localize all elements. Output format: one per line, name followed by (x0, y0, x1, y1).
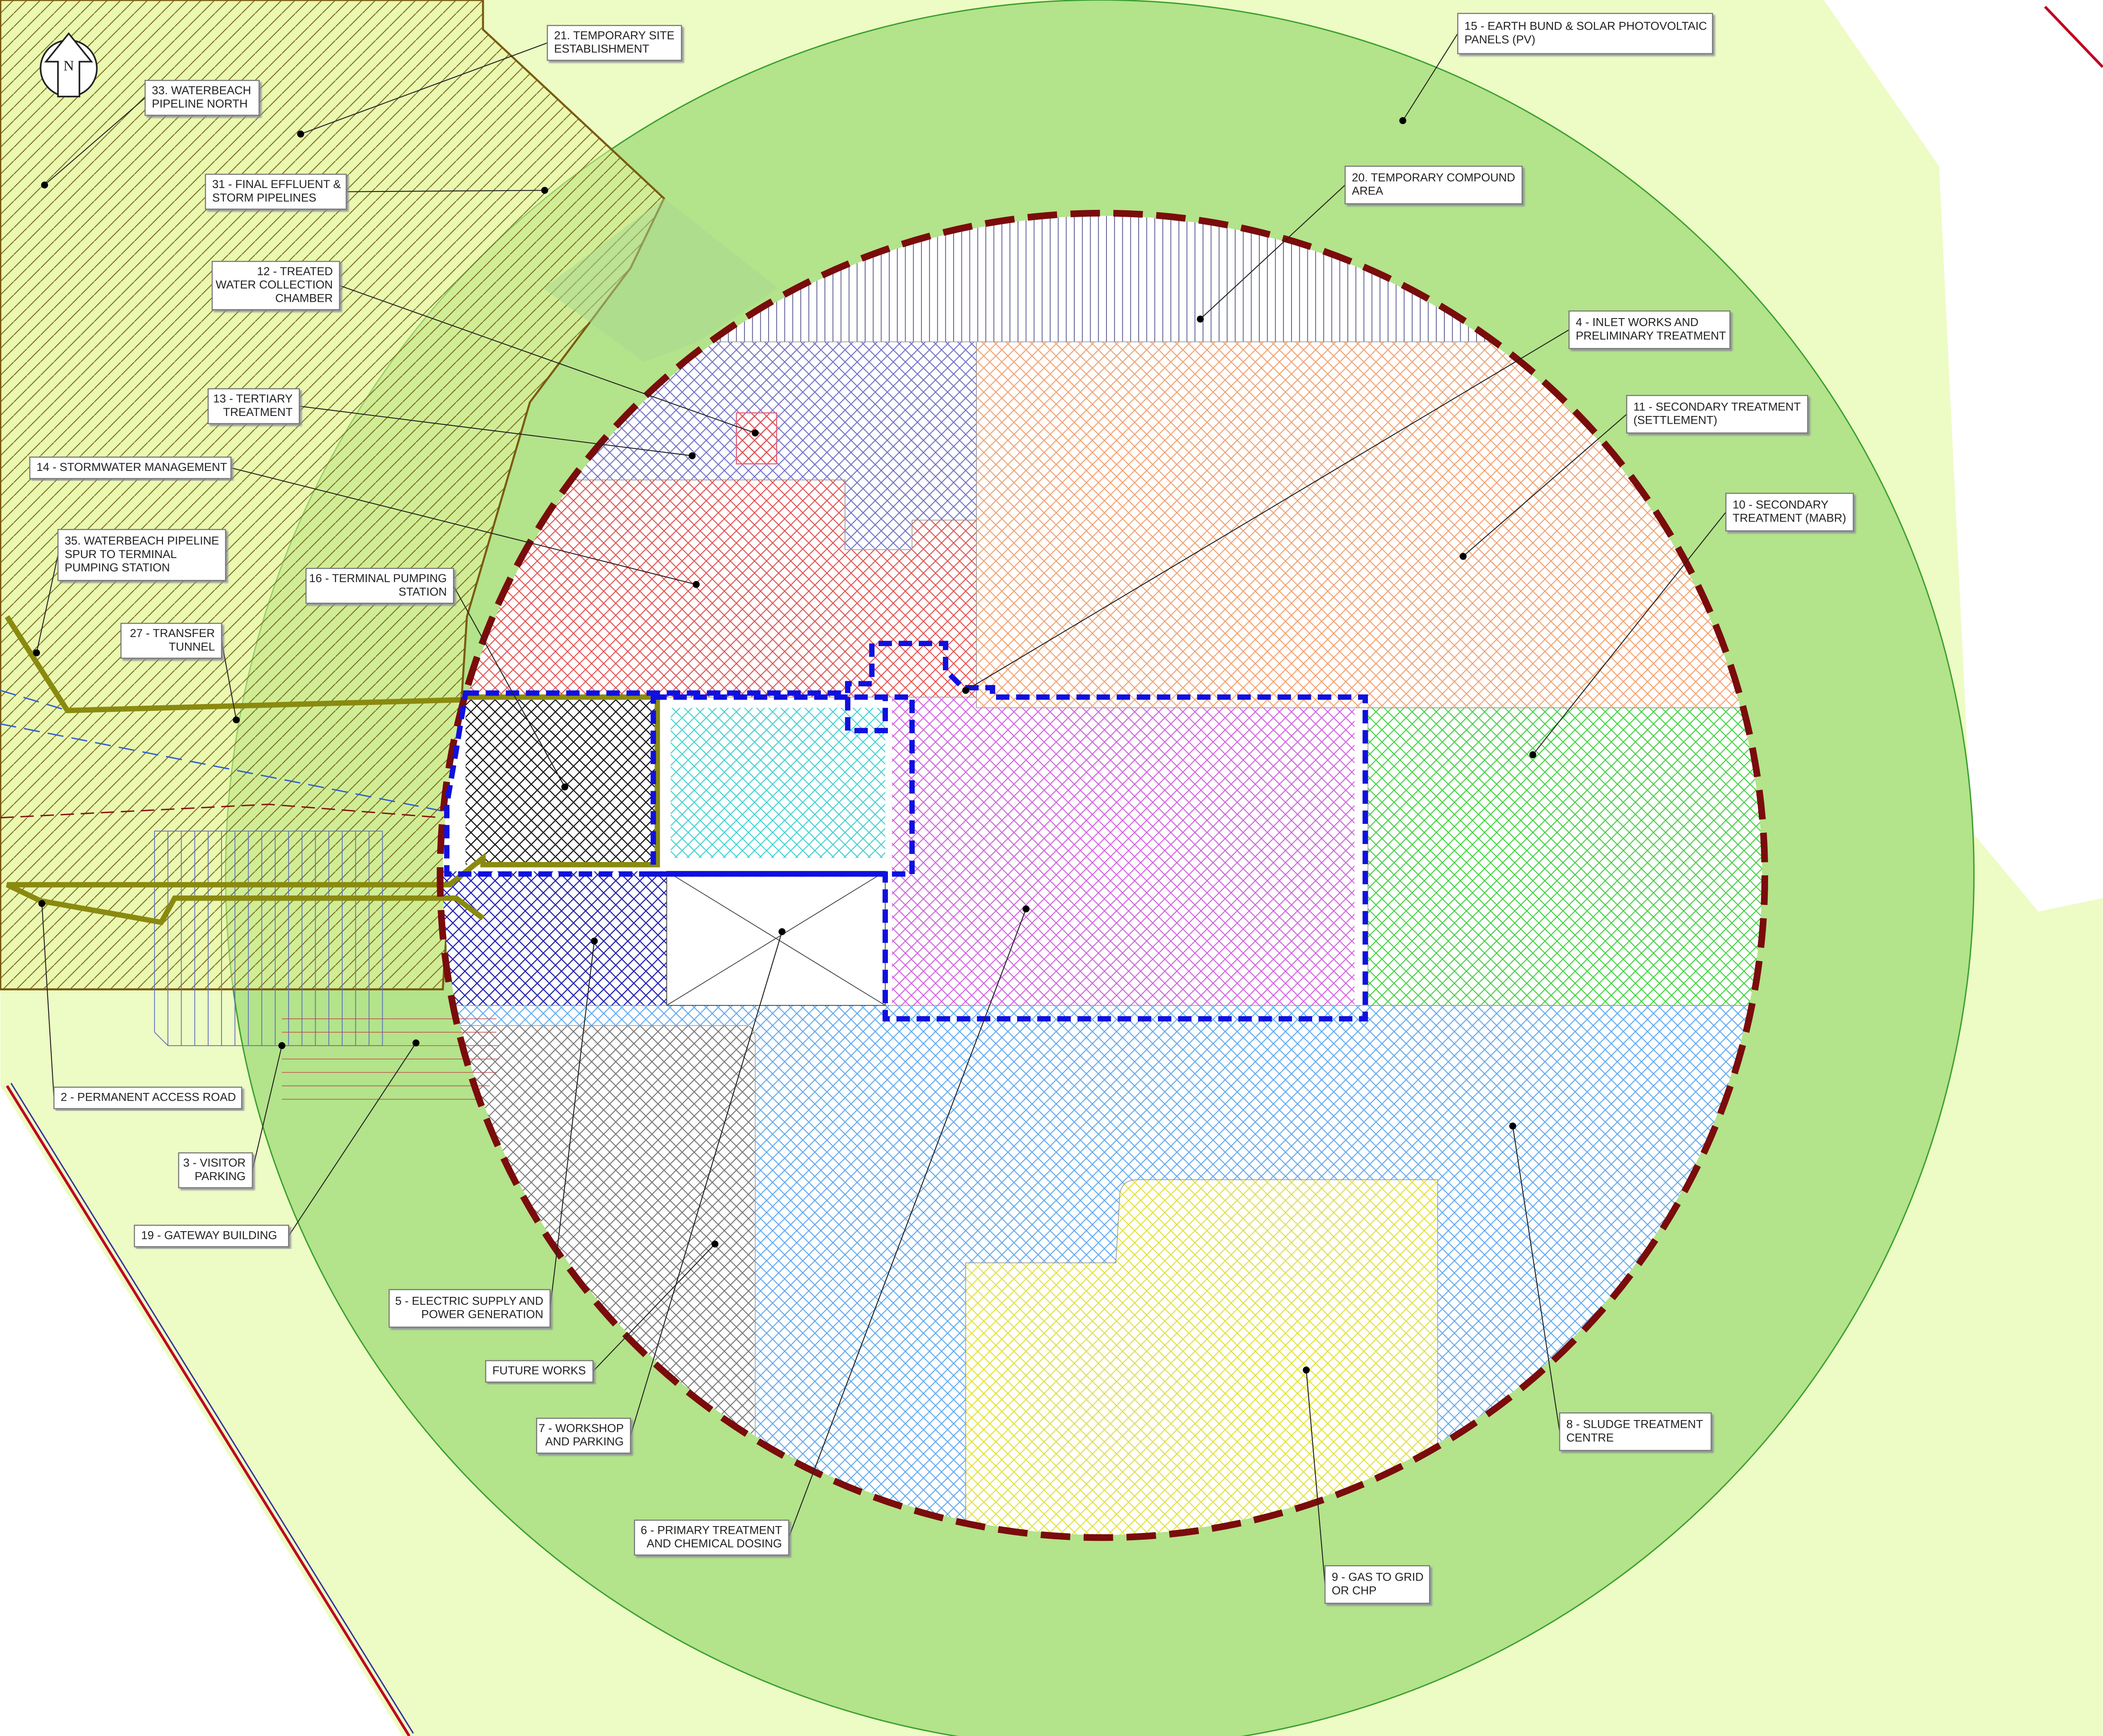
label-text: 33. WATERBEACH (152, 84, 251, 97)
label-text: AND CHEMICAL DOSING (647, 1537, 782, 1550)
leader-dot (41, 182, 48, 188)
label-text: 3 - VISITOR (183, 1156, 246, 1169)
label-text: 15 - EARTH BUND & SOLAR PHOTOVOLTAIC (1465, 20, 1707, 33)
leader-dot (591, 938, 598, 944)
label-text: OR CHP (1332, 1584, 1377, 1597)
label-text: PANELS (PV) (1465, 33, 1535, 46)
zone-water-chamber (736, 413, 777, 464)
label-text: WATER COLLECTION (216, 278, 333, 291)
label-text: 27 - TRANSFER (130, 627, 215, 640)
label-text: 2 - PERMANENT ACCESS ROAD (61, 1091, 236, 1104)
site-plan: N 21. TEMPORARY SITEESTABLISHMENT 15 - EA… (0, 0, 2103, 1736)
label-text: SPUR TO TERMINAL (65, 548, 177, 561)
leader-dot (233, 716, 240, 723)
label-text: TREATMENT (MABR) (1732, 512, 1846, 525)
label-text: FUTURE WORKS (492, 1364, 586, 1377)
zone-electric (443, 871, 667, 1005)
north-label: N (64, 58, 74, 74)
leader-dot (1509, 1123, 1516, 1129)
label-text: 7 - WORKSHOP (538, 1422, 623, 1435)
label-text: POWER GENERATION (421, 1308, 543, 1321)
label-text: 19 - GATEWAY BUILDING (141, 1229, 277, 1241)
label-text: (SETTLEMENT) (1633, 414, 1717, 427)
leader-dot (297, 131, 304, 137)
label-text: 13 - TERTIARY (213, 392, 293, 405)
label-text: 6 - PRIMARY TREATMENT (641, 1524, 782, 1536)
zone-primary (892, 697, 1354, 1005)
leader-dot (413, 1039, 419, 1046)
leader-dot (711, 1241, 718, 1247)
label-text: CENTRE (1566, 1431, 1614, 1444)
label-text: TUNNEL (169, 640, 215, 653)
leader-dot (541, 187, 548, 194)
label-text: STATION (398, 585, 447, 598)
label-text: 31 - FINAL EFFLUENT & (212, 178, 341, 191)
page: N 21. TEMPORARY SITEESTABLISHMENT 15 - EA… (0, 0, 2103, 1736)
label-text: 11 - SECONDARY TREATMENT (1633, 400, 1801, 413)
label-text: CHAMBER (275, 291, 333, 304)
leader-dot (1303, 1366, 1310, 1373)
label-text: PARKING (194, 1170, 246, 1183)
leader-dot (689, 452, 696, 459)
label-text: 5 - ELECTRIC SUPPLY AND (395, 1294, 543, 1307)
label-text: 8 - SLUDGE TREATMENT (1566, 1418, 1703, 1431)
label-text: 12 - TREATED (257, 265, 333, 278)
label-text: 4 - INLET WORKS AND (1576, 316, 1699, 329)
label-text: PRELIMINARY TREATMENT (1576, 329, 1726, 342)
leader-dot (1399, 117, 1406, 124)
zone-inlet (671, 708, 885, 858)
label-text: TREATMENT (223, 406, 292, 419)
label-text: 35. WATERBEACH PIPELINE (65, 534, 219, 547)
zone-mabr (1368, 708, 1784, 1005)
label-text: 9 - GAS TO GRID (1332, 1571, 1424, 1584)
leader-dot (33, 649, 40, 656)
label-text: PIPELINE NORTH (152, 97, 248, 110)
label-text: PUMPING STATION (65, 561, 170, 574)
leader-dot (1529, 751, 1536, 758)
leader-dot (1460, 553, 1467, 560)
label-text: AND PARKING (545, 1435, 624, 1448)
label-text: 21. TEMPORARY SITE (554, 29, 674, 42)
leader-dot (962, 687, 969, 694)
leader-dot (778, 928, 785, 935)
label-text: 20. TEMPORARY COMPOUND (1352, 171, 1515, 184)
leader-dot (693, 581, 699, 588)
leader-dot (752, 430, 759, 437)
label-text: 16 - TERMINAL PUMPING (309, 572, 447, 585)
label-text: 10 - SECONDARY (1732, 498, 1828, 511)
label-text: STORM PIPELINES (212, 191, 316, 204)
label-text: AREA (1352, 185, 1383, 197)
label-text: 14 - STORMWATER MANAGEMENT (36, 461, 227, 473)
label-text: ESTABLISHMENT (554, 42, 649, 55)
leader-dot (1023, 905, 1030, 912)
leader-dot (278, 1042, 285, 1049)
leader-dot (38, 900, 45, 907)
leader-dot (1197, 316, 1204, 322)
leader-dot (561, 783, 568, 790)
